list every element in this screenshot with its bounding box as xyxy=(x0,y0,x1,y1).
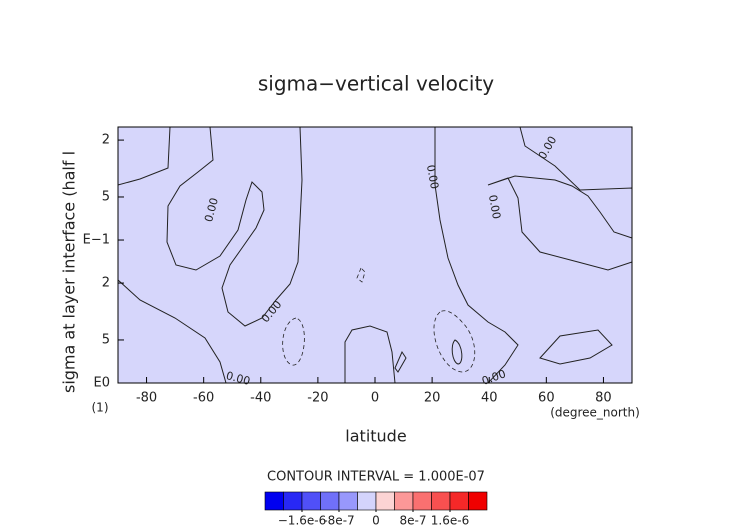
x-axis-label: latitude xyxy=(345,427,406,446)
positive-area xyxy=(344,325,396,384)
colorbar-box xyxy=(301,491,321,511)
x-tick-label: -80 xyxy=(136,391,157,406)
x-tick-label: -20 xyxy=(307,391,328,406)
y-axis-unit: (1) xyxy=(92,401,109,415)
contour-line xyxy=(356,267,366,283)
contour-label: 0.00 xyxy=(424,164,441,190)
colorbar-box xyxy=(449,491,469,511)
colorbar-tick-label: 8e-7 xyxy=(400,514,427,528)
x-tick-label: -60 xyxy=(193,391,214,406)
y-tick-label: 2 xyxy=(102,133,110,148)
contour-label: 0.00 xyxy=(486,194,503,220)
colorbar-box xyxy=(375,491,395,511)
colorbar-box xyxy=(394,491,414,511)
colorbar-box xyxy=(357,491,377,511)
colorbar-box xyxy=(468,491,488,511)
negative-area xyxy=(118,127,632,383)
y-tick-label: E0 xyxy=(94,376,111,391)
contour-line xyxy=(451,339,463,365)
colorbar-box xyxy=(412,491,432,511)
contour-line xyxy=(539,329,613,365)
x-axis-unit: (degree_north) xyxy=(550,406,640,420)
colorbar-box xyxy=(431,491,451,511)
contour-label: 0.00 xyxy=(202,196,221,223)
contour-interval: CONTOUR INTERVAL = 1.000E-07 xyxy=(267,470,485,485)
y-tick-label: 5 xyxy=(102,332,110,347)
positive-area xyxy=(166,126,303,327)
colorbar-box xyxy=(283,491,303,511)
y-tick-label: E−1 xyxy=(83,233,110,248)
x-tick-label: 0 xyxy=(371,391,379,406)
contour-label: 0.00 xyxy=(225,369,252,388)
colorbar-tick-label: −1.6e-6 xyxy=(278,514,327,528)
contour-line xyxy=(433,310,476,373)
colorbar-box xyxy=(264,491,284,511)
x-tick-label: -40 xyxy=(250,391,271,406)
y-tick-label: 2 xyxy=(102,276,110,291)
y-axis-label: sigma at layer interface (half l xyxy=(60,151,79,393)
positive-area xyxy=(434,126,633,384)
colorbar-tick-label: -8e-7 xyxy=(323,514,354,528)
y-tick-label: 5 xyxy=(102,189,110,204)
x-tick-label: 60 xyxy=(538,391,555,406)
colorbar-tick-label: 0 xyxy=(372,514,380,528)
chart-title: sigma−vertical velocity xyxy=(258,72,494,96)
contour-line xyxy=(282,317,305,366)
colorbar-tick-label: 1.6e-6 xyxy=(431,514,469,528)
colorbar-box xyxy=(338,491,358,511)
contour-field xyxy=(117,126,633,384)
contour-line xyxy=(394,350,407,373)
x-tick-label: 80 xyxy=(595,391,612,406)
colorbar-box xyxy=(320,491,340,511)
x-tick-label: 20 xyxy=(424,391,441,406)
x-tick-label: 40 xyxy=(481,391,498,406)
